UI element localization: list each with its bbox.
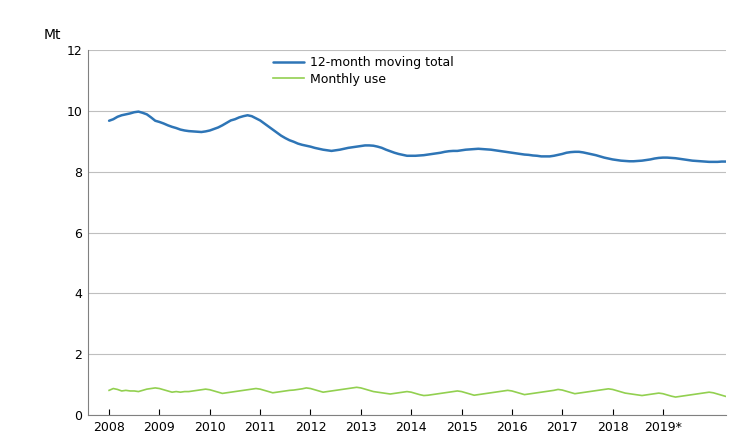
12-month moving total (201, 129, 210, 134)
Legend: 12-month moving total, Monthly use: 12-month moving total, Monthly use (273, 56, 454, 86)
12-month moving total (466, 147, 475, 152)
Monthly use (457, 389, 466, 394)
Monthly use (352, 384, 361, 390)
Line: 12-month moving total: 12-month moving total (109, 112, 737, 164)
Text: Mt: Mt (43, 28, 60, 42)
Monthly use (197, 387, 206, 392)
12-month moving total (566, 150, 575, 155)
12-month moving total (134, 109, 143, 114)
12-month moving total (457, 148, 466, 153)
12-month moving total (357, 143, 366, 149)
12-month moving total (105, 118, 113, 123)
12-month moving total (206, 128, 214, 133)
Monthly use (671, 394, 680, 400)
Line: Monthly use: Monthly use (109, 387, 737, 397)
Monthly use (201, 386, 210, 392)
Monthly use (357, 385, 366, 391)
Monthly use (566, 390, 575, 395)
Monthly use (466, 391, 475, 396)
Monthly use (105, 388, 113, 393)
